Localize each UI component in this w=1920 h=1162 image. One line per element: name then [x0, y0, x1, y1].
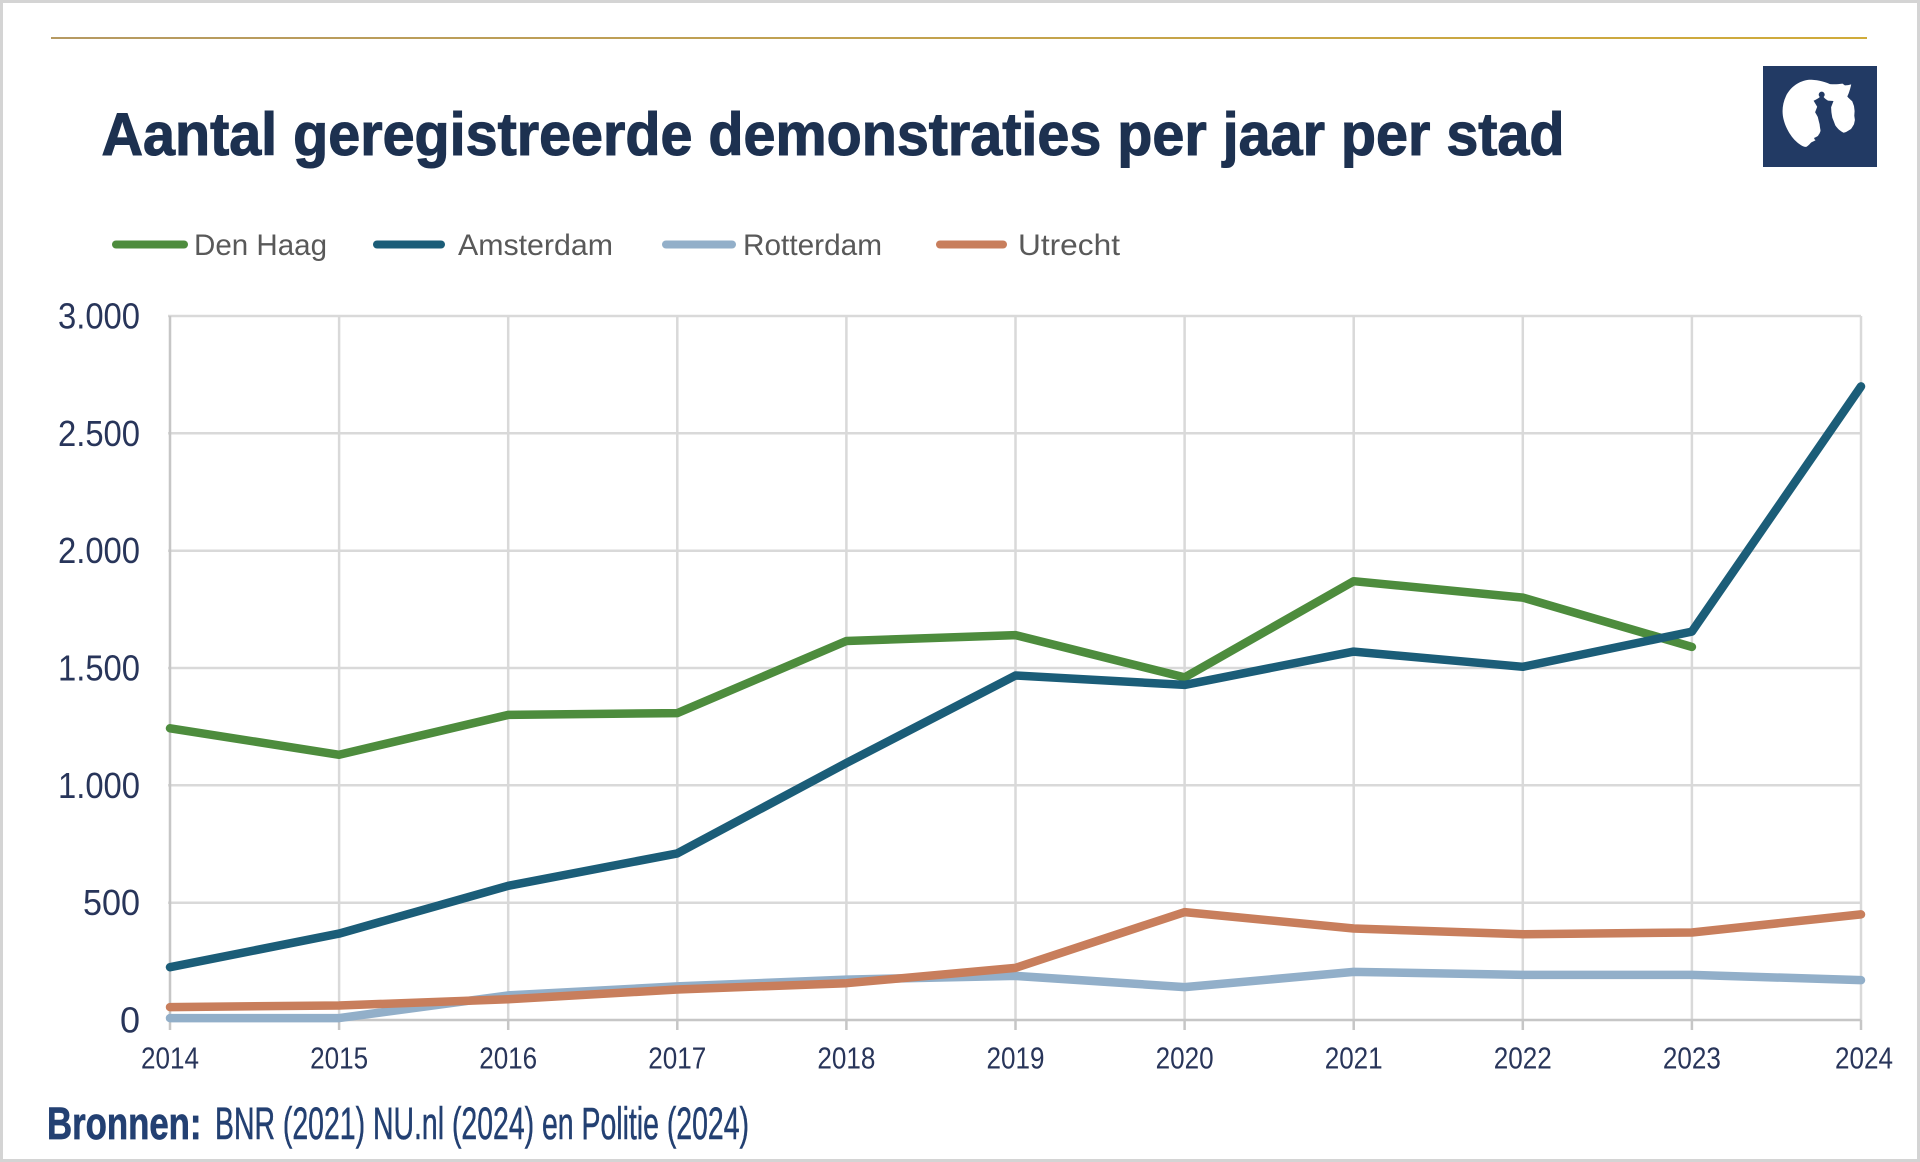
svg-text:2019: 2019	[987, 1041, 1045, 1076]
svg-text:Bronnen:: Bronnen:	[47, 1098, 202, 1149]
svg-text:3.000: 3.000	[58, 296, 140, 337]
svg-text:2023: 2023	[1663, 1041, 1721, 1076]
svg-text:1.000: 1.000	[58, 765, 140, 806]
svg-text:0: 0	[120, 1000, 140, 1041]
svg-text:2020: 2020	[1156, 1041, 1214, 1076]
svg-text:2021: 2021	[1325, 1041, 1383, 1076]
svg-text:500: 500	[83, 882, 140, 923]
svg-text:2024: 2024	[1835, 1041, 1893, 1076]
svg-text:2014: 2014	[141, 1041, 199, 1076]
svg-text:2015: 2015	[310, 1041, 368, 1076]
svg-text:Amsterdam: Amsterdam	[458, 229, 613, 262]
svg-text:Rotterdam: Rotterdam	[743, 229, 882, 262]
svg-text:2016: 2016	[479, 1041, 537, 1076]
svg-text:Utrecht: Utrecht	[1018, 229, 1121, 262]
svg-text:1.500: 1.500	[58, 648, 140, 689]
svg-text:2.500: 2.500	[58, 413, 140, 454]
svg-text:2.000: 2.000	[58, 530, 140, 571]
svg-text:BNR (2021) NU.nl (2024) en Pol: BNR (2021) NU.nl (2024) en Politie (2024…	[215, 1098, 749, 1149]
svg-text:2022: 2022	[1494, 1041, 1552, 1076]
svg-text:Den Haag: Den Haag	[194, 229, 327, 262]
svg-text:2017: 2017	[648, 1041, 706, 1076]
svg-text:2018: 2018	[817, 1041, 875, 1076]
svg-text:Aantal geregistreerde demonstr: Aantal geregistreerde demonstraties per …	[102, 101, 1565, 168]
